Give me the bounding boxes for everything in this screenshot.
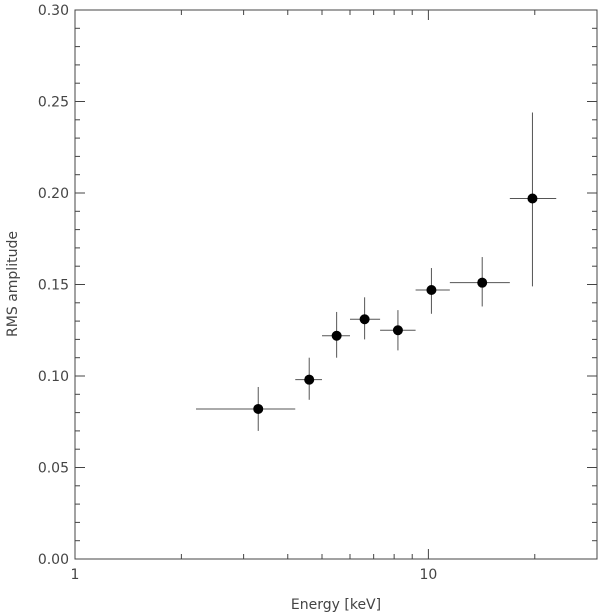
data-point xyxy=(477,277,488,288)
plot-frame xyxy=(74,9,598,560)
y-tick-label: 0.00 xyxy=(38,552,69,568)
y-tick-label: 0.10 xyxy=(38,369,69,385)
data-point xyxy=(359,314,370,325)
tick-labels: 0.00 0.05 0.10 0.15 0.20 0.25 0.30 1 10 xyxy=(38,3,437,583)
y-tick-label: 0.15 xyxy=(38,278,69,294)
error-bars xyxy=(196,112,557,431)
data-point xyxy=(331,330,342,341)
y-axis-label: RMS amplitude xyxy=(5,231,21,337)
axis-ticks xyxy=(74,9,598,560)
x-tick-label: 1 xyxy=(71,567,80,583)
x-tick-label: 10 xyxy=(419,567,437,583)
data-point xyxy=(392,325,403,336)
y-tick-label: 0.05 xyxy=(38,461,69,477)
y-tick-label: 0.25 xyxy=(38,95,69,111)
data-point xyxy=(304,374,315,385)
data-point xyxy=(527,193,538,204)
y-tick-label: 0.20 xyxy=(38,186,69,202)
y-tick-label: 0.30 xyxy=(38,3,69,19)
x-axis-label: Energy [keV] xyxy=(291,597,381,613)
data-point xyxy=(253,403,264,414)
data-markers xyxy=(253,193,538,414)
data-point xyxy=(426,284,437,295)
